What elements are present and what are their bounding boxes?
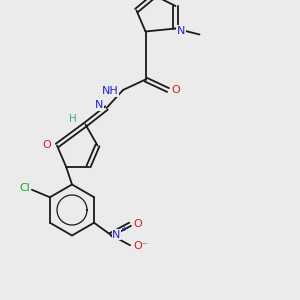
Text: H: H [69,114,77,124]
Text: Cl: Cl [20,183,30,193]
Text: +: + [120,224,128,233]
Text: N: N [95,100,103,110]
Text: O: O [134,219,142,229]
Text: N: N [112,230,121,240]
Text: NH: NH [102,86,118,97]
Text: N: N [177,26,185,36]
Text: O: O [172,85,180,95]
Text: O⁻: O⁻ [134,241,148,251]
Text: O: O [43,140,52,151]
